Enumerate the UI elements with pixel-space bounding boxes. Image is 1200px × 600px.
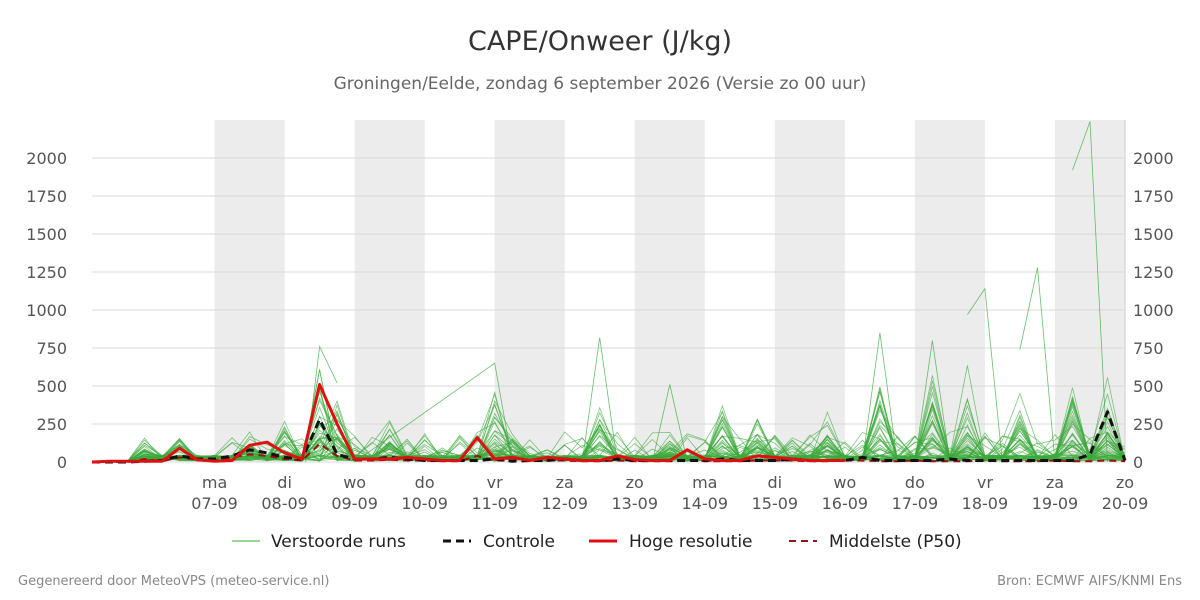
x-tick-weekday-2: wo	[343, 473, 366, 492]
x-tick-date-4: 11-09	[471, 494, 518, 513]
x-tick-weekday-1: di	[277, 473, 292, 492]
x-tick-date-13: 20-09	[1102, 494, 1149, 513]
x-tick-weekday-12: za	[1046, 473, 1064, 492]
x-tick-date-12: 19-09	[1032, 494, 1079, 513]
shade-band-1	[354, 120, 425, 462]
x-tick-date-6: 13-09	[612, 494, 659, 513]
x-tick-date-1: 08-09	[261, 494, 308, 513]
legend-label-ensemble: Verstoorde runs	[271, 532, 406, 552]
y-tick-right-1000: 1000	[1133, 301, 1174, 320]
x-tick-weekday-5: za	[556, 473, 574, 492]
shade-band-2	[494, 120, 565, 462]
legend-label-control: Controle	[483, 532, 555, 552]
series-line-middelste-p50	[92, 442, 1126, 463]
x-tick-weekday-6: zo	[626, 473, 644, 492]
x-tick-date-10: 17-09	[892, 494, 939, 513]
legend-label-median: Middelste (P50)	[829, 532, 962, 552]
series-line-controle	[92, 410, 1127, 464]
x-tick-date-11: 18-09	[962, 494, 1009, 513]
y-tick-right-1500: 1500	[1133, 225, 1174, 244]
x-tick-date-8: 15-09	[752, 494, 799, 513]
ensemble-run-peak	[354, 362, 513, 463]
day-shading	[214, 120, 1125, 462]
x-tick-weekday-10: do	[905, 473, 925, 492]
shade-band-4	[774, 120, 845, 462]
ensemble-run	[91, 365, 1126, 463]
x-tick-weekday-9: wo	[833, 473, 856, 492]
shade-band-3	[634, 120, 705, 462]
x-tick-weekday-7: ma	[692, 473, 717, 492]
legend-item-control: Controle	[443, 532, 555, 552]
chart-subtitle: Groningen/Eelde, zondag 6 september 2026…	[334, 74, 867, 94]
y-tick-left-2000: 2000	[26, 149, 67, 168]
legend-item-hires: Hoge resolutie	[589, 532, 753, 552]
series-line-hoge-resolutie	[91, 383, 845, 464]
x-tick-weekday-4: vr	[487, 473, 503, 492]
chart-title: CAPE/Onweer (J/kg)	[468, 26, 732, 57]
x-tick-date-9: 16-09	[822, 494, 869, 513]
shade-band-0	[214, 120, 285, 462]
ensemble-run-peak	[1019, 267, 1056, 463]
x-tick-date-0: 07-09	[191, 494, 238, 513]
y-tick-right-750: 750	[1133, 339, 1164, 358]
y-tick-left-750: 750	[36, 339, 67, 358]
y-tick-left-1500: 1500	[26, 225, 67, 244]
y-tick-right-250: 250	[1133, 415, 1164, 434]
x-tick-date-3: 10-09	[401, 494, 448, 513]
main-series	[91, 383, 1127, 464]
y-tick-left-500: 500	[36, 377, 67, 396]
x-axis-ticks: ma 07-09 di 08-09 wo 09-09 do 10-09 vr 11-09 za 12-…	[191, 473, 1148, 513]
ensemble-run-peak	[651, 384, 688, 463]
legend-label-hires: Hoge resolutie	[629, 532, 753, 552]
x-tick-weekday-11: vr	[977, 473, 993, 492]
legend-item-ensemble: Verstoorde runs	[232, 532, 406, 552]
gridlines	[92, 120, 1126, 463]
x-tick-date-2: 09-09	[331, 494, 378, 513]
y-tick-right-1750: 1750	[1133, 187, 1174, 206]
ensemble-run-peak	[914, 340, 951, 463]
x-tick-weekday-13: zo	[1116, 473, 1134, 492]
y-tick-left-0: 0	[57, 453, 67, 472]
legend: Verstoorde runs Controle Hoge resolutie …	[232, 532, 962, 552]
y-tick-right-500: 500	[1133, 377, 1164, 396]
ensemble-run-peak	[967, 287, 1003, 463]
ensemble-run-peak	[862, 332, 898, 463]
y-axis-ticks: 0 0 250 250 500 500 750 750 1000 1000 1250 1250 1500…	[26, 149, 1173, 472]
x-tick-date-7: 14-09	[682, 494, 729, 513]
y-tick-left-250: 250	[36, 415, 67, 434]
ensemble-run-peak	[1072, 121, 1108, 463]
legend-item-median: Middelste (P50)	[789, 532, 962, 552]
x-tick-weekday-0: ma	[202, 473, 227, 492]
y-tick-left-1000: 1000	[26, 301, 67, 320]
y-tick-left-1250: 1250	[26, 263, 67, 282]
y-tick-right-2000: 2000	[1133, 149, 1174, 168]
footer-generated-by: Gegenereerd door MeteoVPS (meteo-service…	[18, 574, 329, 589]
y-tick-right-1250: 1250	[1133, 263, 1174, 282]
y-tick-left-1750: 1750	[26, 187, 67, 206]
ensemble-run	[91, 388, 1126, 462]
footer-source: Bron: ECMWF AIFS/KNMI Ens	[997, 574, 1182, 589]
y-tick-right-0: 0	[1133, 453, 1143, 472]
x-tick-date-5: 12-09	[541, 494, 588, 513]
ensemble-run-peak	[581, 337, 618, 463]
shade-band-5	[914, 120, 985, 462]
x-tick-weekday-8: di	[768, 473, 783, 492]
x-tick-weekday-3: do	[415, 473, 435, 492]
